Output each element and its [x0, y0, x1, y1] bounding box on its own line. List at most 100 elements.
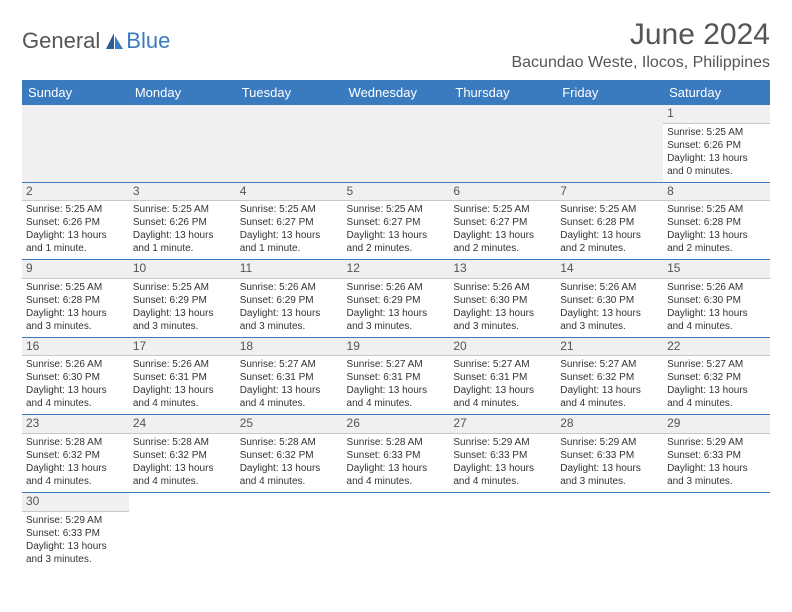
day-info: Sunrise: 5:28 AMSunset: 6:32 PMDaylight:… — [133, 436, 232, 488]
calendar-day-cell: 26 Sunrise: 5:28 AMSunset: 6:33 PMDayligh… — [343, 415, 450, 493]
calendar-table: Sunday Monday Tuesday Wednesday Thursday… — [22, 80, 770, 570]
title-block: June 2024 Bacundao Weste, Ilocos, Philip… — [511, 18, 770, 72]
calendar-day-cell: 4Sunrise: 5:25 AMSunset: 6:27 PMDaylight… — [236, 182, 343, 260]
day-number: 26 — [343, 415, 450, 434]
calendar-week-row: 16Sunrise: 5:26 AMSunset: 6:30 PMDayligh… — [22, 337, 770, 415]
calendar-day-cell: 16Sunrise: 5:26 AMSunset: 6:30 PMDayligh… — [22, 337, 129, 415]
calendar-week-row: 23Sunrise: 5:28 AMSunset: 6:32 PMDayligh… — [22, 415, 770, 493]
day-number: 8 — [663, 183, 770, 202]
calendar-day-cell: 17Sunrise: 5:26 AMSunset: 6:31 PMDayligh… — [129, 337, 236, 415]
calendar-day-cell: 20Sunrise: 5:27 AMSunset: 6:31 PMDayligh… — [449, 337, 556, 415]
weekday-sunday: Sunday — [22, 80, 129, 105]
day-info: Sunrise: 5:26 AMSunset: 6:31 PMDaylight:… — [133, 358, 232, 410]
logo-text-blue: Blue — [126, 28, 170, 54]
calendar-week-row: 30Sunrise: 5:29 AMSunset: 6:33 PMDayligh… — [22, 492, 770, 569]
calendar-day-cell: 3Sunrise: 5:25 AMSunset: 6:26 PMDaylight… — [129, 182, 236, 260]
calendar-empty-cell — [129, 105, 236, 182]
day-number: 2 — [22, 183, 129, 202]
day-info: Sunrise: 5:29 AMSunset: 6:33 PMDaylight:… — [667, 436, 766, 488]
day-number: 20 — [449, 338, 556, 357]
calendar-day-cell: 18Sunrise: 5:27 AMSunset: 6:31 PMDayligh… — [236, 337, 343, 415]
day-number: 25 — [236, 415, 343, 434]
logo-text-general: General — [22, 28, 100, 54]
day-info: Sunrise: 5:26 AMSunset: 6:30 PMDaylight:… — [560, 281, 659, 333]
calendar-day-cell: 14 Sunrise: 5:26 AMSunset: 6:30 PMDayligh… — [556, 260, 663, 338]
calendar-day-cell: 24 Sunrise: 5:28 AMSunset: 6:32 PMDayligh… — [129, 415, 236, 493]
calendar-week-row: 2Sunrise: 5:25 AMSunset: 6:26 PMDaylight… — [22, 182, 770, 260]
calendar-body: 1 Sunrise: 5:25 AMSunset: 6:26 PMDaylight… — [22, 105, 770, 570]
calendar-empty-cell — [449, 105, 556, 182]
day-info: Sunrise: 5:25 AMSunset: 6:26 PMDaylight:… — [133, 203, 232, 255]
day-info: Sunrise: 5:25 AMSunset: 6:29 PMDaylight:… — [133, 281, 232, 333]
day-info: Sunrise: 5:27 AMSunset: 6:32 PMDaylight:… — [560, 358, 659, 410]
day-info: Sunrise: 5:25 AMSunset: 6:27 PMDaylight:… — [347, 203, 446, 255]
day-info: Sunrise: 5:26 AMSunset: 6:30 PMDaylight:… — [667, 281, 766, 333]
weekday-tuesday: Tuesday — [236, 80, 343, 105]
day-info: Sunrise: 5:25 AMSunset: 6:28 PMDaylight:… — [667, 203, 766, 255]
header: General Blue June 2024 Bacundao Weste, I… — [22, 18, 770, 72]
calendar-empty-cell — [556, 492, 663, 569]
day-info: Sunrise: 5:26 AMSunset: 6:30 PMDaylight:… — [453, 281, 552, 333]
calendar-day-cell: 27 Sunrise: 5:29 AMSunset: 6:33 PMDayligh… — [449, 415, 556, 493]
calendar-day-cell: 28Sunrise: 5:29 AMSunset: 6:33 PMDayligh… — [556, 415, 663, 493]
day-number: 14 — [556, 260, 663, 279]
day-number: 9 — [22, 260, 129, 279]
calendar-empty-cell — [129, 492, 236, 569]
day-info: Sunrise: 5:29 AMSunset: 6:33 PMDaylight:… — [560, 436, 659, 488]
day-number: 21 — [556, 338, 663, 357]
calendar-day-cell: 7Sunrise: 5:25 AMSunset: 6:28 PMDaylight… — [556, 182, 663, 260]
calendar-day-cell: 12 Sunrise: 5:26 AMSunset: 6:29 PMDayligh… — [343, 260, 450, 338]
day-number: 7 — [556, 183, 663, 202]
day-info: Sunrise: 5:28 AMSunset: 6:32 PMDaylight:… — [240, 436, 339, 488]
logo: General Blue — [22, 28, 170, 54]
day-info: Sunrise: 5:26 AMSunset: 6:29 PMDaylight:… — [347, 281, 446, 333]
day-number: 19 — [343, 338, 450, 357]
day-number: 23 — [22, 415, 129, 434]
calendar-day-cell: 10 Sunrise: 5:25 AMSunset: 6:29 PMDayligh… — [129, 260, 236, 338]
day-info: Sunrise: 5:26 AMSunset: 6:29 PMDaylight:… — [240, 281, 339, 333]
day-info: Sunrise: 5:25 AMSunset: 6:26 PMDaylight:… — [26, 203, 125, 255]
day-number: 17 — [129, 338, 236, 357]
calendar-empty-cell — [556, 105, 663, 182]
calendar-empty-cell — [236, 492, 343, 569]
calendar-day-cell: 21Sunrise: 5:27 AMSunset: 6:32 PMDayligh… — [556, 337, 663, 415]
weekday-wednesday: Wednesday — [343, 80, 450, 105]
day-number: 10 — [129, 260, 236, 279]
weekday-saturday: Saturday — [663, 80, 770, 105]
calendar-day-cell: 13Sunrise: 5:26 AMSunset: 6:30 PMDayligh… — [449, 260, 556, 338]
day-info: Sunrise: 5:28 AMSunset: 6:32 PMDaylight:… — [26, 436, 125, 488]
calendar-day-cell: 5Sunrise: 5:25 AMSunset: 6:27 PMDaylight… — [343, 182, 450, 260]
day-number: 18 — [236, 338, 343, 357]
day-info: Sunrise: 5:28 AMSunset: 6:33 PMDaylight:… — [347, 436, 446, 488]
calendar-day-cell: 25 Sunrise: 5:28 AMSunset: 6:32 PMDayligh… — [236, 415, 343, 493]
day-number: 12 — [343, 260, 450, 279]
day-number: 3 — [129, 183, 236, 202]
logo-sail-icon — [104, 33, 124, 51]
weekday-thursday: Thursday — [449, 80, 556, 105]
calendar-day-cell: 19Sunrise: 5:27 AMSunset: 6:31 PMDayligh… — [343, 337, 450, 415]
calendar-day-cell: 22Sunrise: 5:27 AMSunset: 6:32 PMDayligh… — [663, 337, 770, 415]
day-number: 6 — [449, 183, 556, 202]
weekday-monday: Monday — [129, 80, 236, 105]
day-number: 27 — [449, 415, 556, 434]
day-number: 30 — [22, 493, 129, 512]
day-number: 22 — [663, 338, 770, 357]
day-info: Sunrise: 5:25 AMSunset: 6:27 PMDaylight:… — [240, 203, 339, 255]
day-info: Sunrise: 5:29 AMSunset: 6:33 PMDaylight:… — [453, 436, 552, 488]
calendar-day-cell: 30Sunrise: 5:29 AMSunset: 6:33 PMDayligh… — [22, 492, 129, 569]
calendar-empty-cell — [236, 105, 343, 182]
day-number: 29 — [663, 415, 770, 434]
calendar-day-cell: 11Sunrise: 5:26 AMSunset: 6:29 PMDayligh… — [236, 260, 343, 338]
day-info: Sunrise: 5:27 AMSunset: 6:32 PMDaylight:… — [667, 358, 766, 410]
calendar-empty-cell — [343, 492, 450, 569]
calendar-empty-cell — [449, 492, 556, 569]
calendar-day-cell: 8Sunrise: 5:25 AMSunset: 6:28 PMDaylight… — [663, 182, 770, 260]
day-number: 24 — [129, 415, 236, 434]
calendar-day-cell: 1Sunrise: 5:25 AMSunset: 6:26 PMDaylight… — [663, 105, 770, 182]
calendar-day-cell: 29 Sunrise: 5:29 AMSunset: 6:33 PMDayligh… — [663, 415, 770, 493]
day-info: Sunrise: 5:25 AMSunset: 6:28 PMDaylight:… — [560, 203, 659, 255]
calendar-day-cell: 15Sunrise: 5:26 AMSunset: 6:30 PMDayligh… — [663, 260, 770, 338]
month-title: June 2024 — [511, 18, 770, 52]
day-number: 1 — [663, 105, 770, 124]
weekday-header-row: Sunday Monday Tuesday Wednesday Thursday… — [22, 80, 770, 105]
